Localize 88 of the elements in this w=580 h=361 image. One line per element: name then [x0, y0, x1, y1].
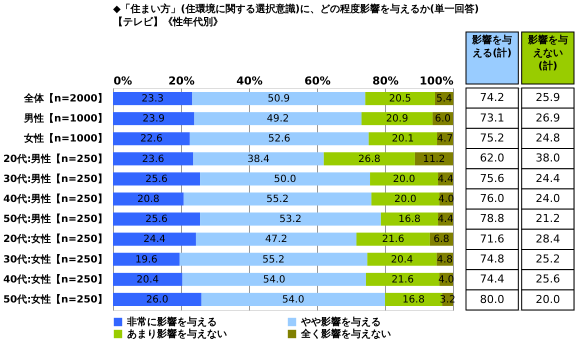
- data-label: 21.6: [392, 274, 414, 286]
- data-label: 20.0: [392, 174, 416, 185]
- data-label: 54.0: [282, 294, 304, 306]
- data-label: 20.1: [392, 134, 414, 145]
- text: 74.2: [480, 91, 504, 104]
- x-tick-label: 20%: [168, 74, 195, 88]
- text: 75.6: [480, 172, 504, 185]
- text: 24.0: [536, 192, 560, 205]
- y-tick-label: 20代:男性【n=250】: [3, 152, 108, 165]
- data-label: 47.2: [265, 234, 288, 246]
- data-label: 23.9: [142, 114, 165, 125]
- data-label: 23.3: [141, 94, 164, 105]
- data-label: 38.4: [247, 154, 270, 165]
- y-tick-label: 50代:女性【n=250】: [3, 293, 108, 306]
- text: 28.4: [536, 232, 560, 246]
- text: 74.4: [480, 272, 504, 286]
- data-label: 55.2: [266, 194, 289, 205]
- data-label: 23.6: [142, 154, 164, 165]
- data-label: 25.6: [145, 174, 168, 185]
- x-tick-label: 0%: [114, 74, 132, 88]
- text: 71.6: [480, 232, 504, 246]
- text: 38.0: [536, 152, 560, 165]
- text: 25.6: [536, 272, 560, 286]
- text: 21.2: [536, 212, 560, 226]
- y-tick-label: 50代:男性【n=250】: [3, 213, 108, 226]
- data-label: 20.8: [137, 194, 160, 205]
- data-label: 24.4: [143, 234, 166, 246]
- y-tick-label: 20代:女性【n=250】: [3, 233, 108, 246]
- data-label: 16.8: [402, 294, 425, 306]
- data-label: 21.6: [382, 234, 404, 246]
- data-label: 20.9: [386, 114, 408, 125]
- data-label: 25.6: [145, 214, 168, 226]
- text: 25.2: [536, 252, 560, 266]
- data-label: 50.0: [274, 174, 296, 185]
- data-label: 22.6: [140, 134, 163, 145]
- chart-subtitle: 【テレビ】《性年代別》: [113, 16, 223, 28]
- y-tick-label: 30代:男性【n=250】: [3, 172, 108, 185]
- data-label: 19.6: [135, 254, 158, 266]
- data-label: 26.0: [146, 294, 168, 306]
- text: 24.4: [536, 172, 560, 185]
- data-label: 4.7: [437, 134, 453, 145]
- data-label: 16.8: [398, 214, 421, 226]
- y-tick-label: 女性【n=1000】: [23, 132, 108, 145]
- text: 20.0: [536, 292, 560, 306]
- y-tick-label: 40代:女性【n=250】: [3, 273, 108, 286]
- data-label: 6.8: [433, 234, 450, 246]
- legend-label: やや影響を与える: [300, 316, 381, 328]
- data-label: 6.0: [434, 114, 451, 125]
- text: 76.0: [480, 192, 504, 205]
- y-tick-label: 40代:男性【n=250】: [3, 193, 108, 205]
- data-label: 20.4: [136, 274, 159, 286]
- data-label: 52.6: [268, 134, 290, 145]
- text: 74.8: [480, 252, 504, 266]
- data-label: 4.4: [438, 214, 454, 226]
- legend-label: 全く影響を与えない: [300, 328, 391, 340]
- data-label: 53.2: [279, 214, 302, 226]
- category-label: 影響を与えない(計): [526, 34, 568, 72]
- data-label: 50.9: [268, 94, 290, 105]
- text: 75.2: [480, 131, 504, 144]
- data-label: 20.5: [388, 94, 412, 105]
- text: 78.8: [480, 212, 504, 226]
- x-tick-label: 100%: [420, 74, 454, 88]
- text: 25.9: [536, 91, 560, 104]
- x-tick-label: 60%: [304, 74, 331, 88]
- text: 24.8: [536, 131, 560, 144]
- data-label: 5.4: [436, 94, 452, 105]
- text: 26.9: [536, 111, 560, 124]
- legend-label: 非常に影響を与える: [126, 316, 217, 328]
- x-tick-label: 40%: [236, 74, 263, 88]
- y-tick-label: 男性【n=1000】: [23, 112, 108, 125]
- data-label: 54.0: [263, 274, 286, 286]
- data-label: 20.0: [394, 194, 417, 205]
- x-tick-label: 80%: [372, 74, 399, 88]
- category-label: 影響を与える(計): [471, 34, 512, 59]
- text: 62.0: [480, 152, 504, 165]
- data-label: 26.8: [358, 154, 380, 165]
- data-label: 55.2: [262, 254, 285, 266]
- y-tick-label: 全体【n=2000】: [23, 92, 108, 105]
- data-label: 11.2: [422, 154, 446, 165]
- data-label: 20.4: [390, 254, 414, 266]
- text: 73.1: [480, 111, 504, 124]
- text: 80.0: [480, 292, 504, 306]
- data-label: 4.4: [438, 174, 454, 185]
- y-tick-label: 30代:女性【n=250】: [3, 253, 108, 266]
- data-label: 4.8: [436, 254, 453, 266]
- legend-label: あまり影響を与えない: [127, 328, 227, 340]
- data-label: 49.2: [266, 114, 290, 125]
- chart-title: ◆「住まい方」(住環境に関する選択意識)に、どの程度影響を与えるか(単一回答): [113, 3, 479, 15]
